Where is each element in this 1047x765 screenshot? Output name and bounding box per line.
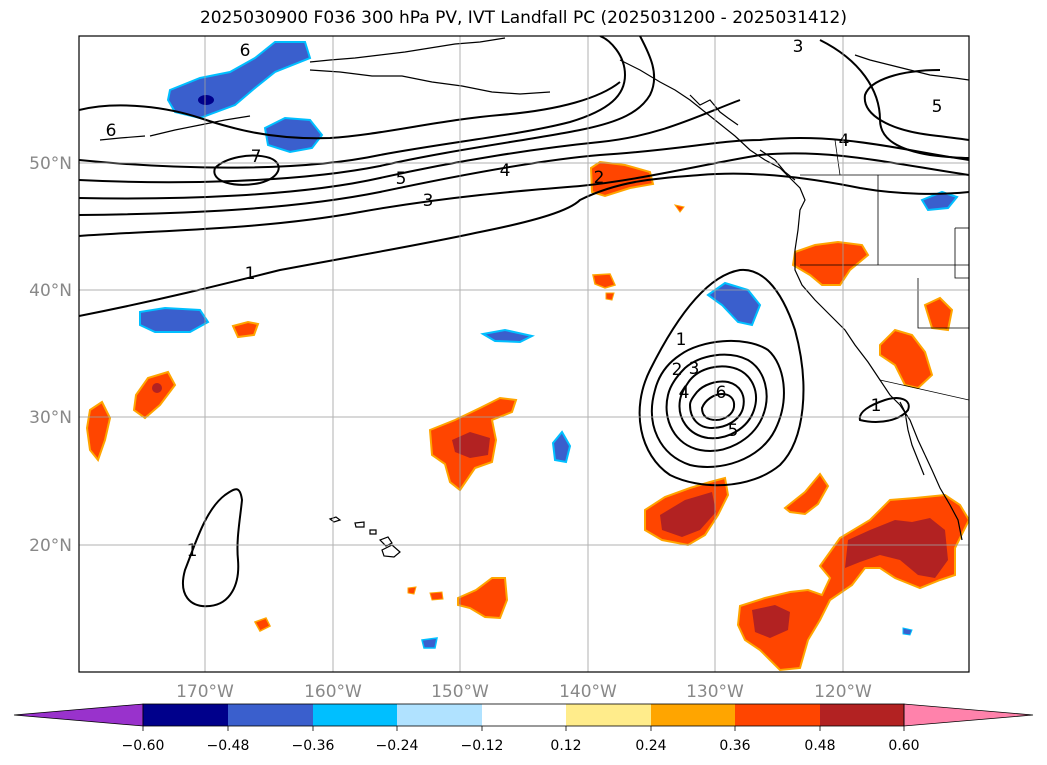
colorbar-segment (735, 704, 820, 726)
colorbar-segment (313, 704, 397, 726)
svg-text:40°N: 40°N (29, 281, 72, 301)
svg-text:0.24: 0.24 (635, 738, 666, 754)
svg-text:0.12: 0.12 (550, 738, 581, 754)
svg-text:−0.24: −0.24 (376, 738, 419, 754)
svg-text:0.60: 0.60 (888, 738, 919, 754)
svg-text:2: 2 (672, 360, 683, 380)
svg-text:5: 5 (396, 169, 407, 189)
colorbar-tick-labels: −0.60 −0.48 −0.36 −0.24 −0.12 0.12 0.24 … (122, 738, 920, 754)
colorbar-segment (482, 704, 566, 726)
svg-text:50°N: 50°N (29, 154, 72, 174)
svg-text:1: 1 (187, 541, 198, 561)
svg-text:160°W: 160°W (304, 682, 362, 702)
svg-text:130°W: 130°W (686, 682, 744, 702)
svg-text:−0.60: −0.60 (122, 738, 165, 754)
colorbar-segment (820, 704, 904, 726)
svg-text:7: 7 (251, 147, 262, 167)
svg-text:5: 5 (728, 421, 739, 441)
svg-text:−0.36: −0.36 (292, 738, 335, 754)
coastlines (99, 37, 969, 541)
svg-text:2: 2 (594, 168, 605, 188)
svg-text:0.36: 0.36 (719, 738, 750, 754)
hawaiian-islands (328, 516, 401, 558)
svg-text:1: 1 (245, 264, 256, 284)
contour-lines (79, 36, 969, 608)
colorbar-extend-low (13, 703, 144, 727)
gridlines (79, 36, 969, 672)
colorbar: −0.60 −0.48 −0.36 −0.24 −0.12 0.12 0.24 … (13, 703, 1034, 754)
colorbar-segment (143, 704, 228, 726)
svg-text:6: 6 (240, 41, 251, 61)
colorbar-extend-high (903, 703, 1034, 727)
svg-text:4: 4 (500, 161, 511, 181)
svg-text:4: 4 (679, 383, 690, 403)
svg-text:120°W: 120°W (814, 682, 872, 702)
svg-text:20°N: 20°N (29, 536, 72, 556)
svg-text:−0.48: −0.48 (207, 738, 250, 754)
svg-text:6: 6 (106, 121, 117, 141)
svg-text:5: 5 (932, 97, 943, 117)
contour-labels: 6 3 5 6 4 7 5 4 3 2 1 1 2 3 4 6 5 1 1 (106, 37, 943, 561)
longitude-labels: 170°W 160°W 150°W 140°W 130°W 120°W (176, 682, 872, 702)
svg-text:3: 3 (423, 191, 434, 211)
svg-text:0.48: 0.48 (804, 738, 835, 754)
map-title: 2025030900 F036 300 hPa PV, IVT Landfall… (199, 8, 847, 28)
svg-text:1: 1 (871, 396, 882, 416)
latitude-labels: 50°N 40°N 30°N 20°N (29, 154, 72, 556)
svg-text:3: 3 (793, 37, 804, 57)
colorbar-segment (228, 704, 313, 726)
svg-text:6: 6 (716, 383, 727, 403)
colorbar-segment (397, 704, 482, 726)
svg-text:3: 3 (689, 359, 700, 379)
svg-text:150°W: 150°W (431, 682, 489, 702)
colorbar-segment (651, 704, 735, 726)
map-frame (78, 35, 970, 673)
svg-text:30°N: 30°N (29, 408, 72, 428)
colorbar-segment (566, 704, 651, 726)
svg-text:1: 1 (676, 330, 687, 350)
svg-text:−0.12: −0.12 (461, 738, 504, 754)
svg-text:140°W: 140°W (559, 682, 617, 702)
svg-text:4: 4 (839, 131, 850, 151)
svg-text:170°W: 170°W (176, 682, 234, 702)
